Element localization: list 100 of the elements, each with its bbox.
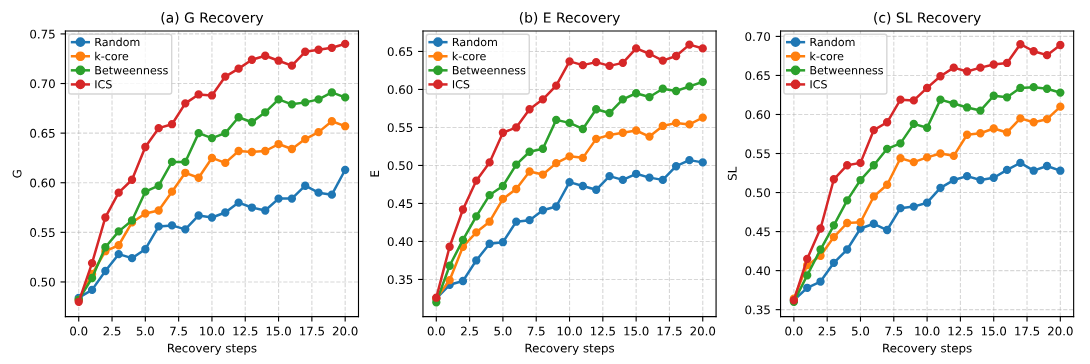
point <box>1016 114 1025 123</box>
point <box>525 216 534 225</box>
point <box>154 124 163 133</box>
point <box>618 95 627 104</box>
point <box>922 123 932 132</box>
point <box>314 188 323 197</box>
point <box>618 58 627 68</box>
point <box>936 149 945 158</box>
point <box>341 165 350 175</box>
point <box>658 56 667 65</box>
point <box>1029 82 1038 92</box>
x-tick-label: 12.5 <box>590 326 615 336</box>
point <box>1056 40 1065 50</box>
point <box>671 162 681 171</box>
point <box>301 134 310 144</box>
point <box>127 175 137 184</box>
point <box>671 118 681 128</box>
point <box>274 194 283 203</box>
point <box>909 119 918 129</box>
point <box>592 134 601 144</box>
point <box>261 146 270 156</box>
point <box>658 84 667 93</box>
point <box>922 83 932 93</box>
legend-label: Betweenness <box>95 66 168 75</box>
point <box>194 90 203 99</box>
point <box>498 238 508 247</box>
x-tick-label: 2.5 <box>461 326 478 336</box>
point <box>485 190 494 200</box>
point <box>989 60 998 69</box>
point <box>843 196 852 205</box>
x-tick-label: 0.0 <box>427 326 445 336</box>
point <box>949 175 958 185</box>
point <box>671 51 681 61</box>
point <box>234 198 243 207</box>
point <box>976 106 985 115</box>
point <box>578 153 588 163</box>
point <box>592 57 601 67</box>
x-tick-label: 5.0 <box>494 326 512 336</box>
point <box>645 92 654 102</box>
point <box>976 129 985 138</box>
point <box>525 105 534 114</box>
point <box>962 171 972 181</box>
point <box>565 57 574 66</box>
point <box>485 158 494 167</box>
point <box>247 203 257 212</box>
point <box>445 261 454 270</box>
point <box>909 202 918 211</box>
point <box>658 175 667 185</box>
point <box>221 158 230 168</box>
point <box>698 44 707 53</box>
point <box>896 139 905 148</box>
point <box>882 180 892 189</box>
x-axis-title: Recovery steps <box>883 343 972 355</box>
point <box>869 192 878 201</box>
point <box>141 142 150 152</box>
x-tick-label: 17.5 <box>300 326 324 336</box>
point <box>207 153 217 163</box>
point <box>287 61 297 70</box>
y-tick-label: 0.60 <box>387 85 413 95</box>
point <box>101 266 110 276</box>
point <box>1042 114 1052 124</box>
y-tick-label: 0.40 <box>387 237 413 247</box>
point <box>1029 47 1038 56</box>
point <box>856 175 865 185</box>
point <box>234 146 243 156</box>
point <box>472 176 481 185</box>
chart-title: (b) E Recovery <box>519 12 620 26</box>
point <box>829 221 839 230</box>
point <box>458 276 468 286</box>
point <box>247 118 257 127</box>
x-tick-label: 20.0 <box>1048 326 1073 336</box>
point <box>538 95 548 104</box>
y-tick-label: 0.45 <box>745 227 770 237</box>
point <box>221 72 230 81</box>
legend-label: k-core <box>95 51 129 61</box>
point <box>685 40 694 49</box>
y-tick-label: 0.55 <box>745 149 770 159</box>
point <box>1016 158 1025 168</box>
point <box>552 202 561 211</box>
point <box>247 55 257 64</box>
legend-label: Random <box>452 37 497 47</box>
point <box>671 86 681 96</box>
point <box>829 175 839 184</box>
point <box>976 175 985 185</box>
y-tick-label: 0.50 <box>30 277 55 287</box>
point <box>882 118 892 127</box>
point <box>1002 128 1012 137</box>
point <box>194 128 203 138</box>
point <box>565 178 574 187</box>
point <box>856 158 865 168</box>
point <box>658 121 667 131</box>
x-tick-label: 2.5 <box>103 326 121 336</box>
point <box>685 82 694 91</box>
y-axis-title: E <box>370 170 379 177</box>
y-tick-label: 0.35 <box>387 275 413 285</box>
point <box>327 117 337 126</box>
legend-label: ICS <box>95 80 112 89</box>
legend-label: k-core <box>810 51 844 61</box>
point <box>287 144 297 154</box>
point <box>976 63 985 72</box>
